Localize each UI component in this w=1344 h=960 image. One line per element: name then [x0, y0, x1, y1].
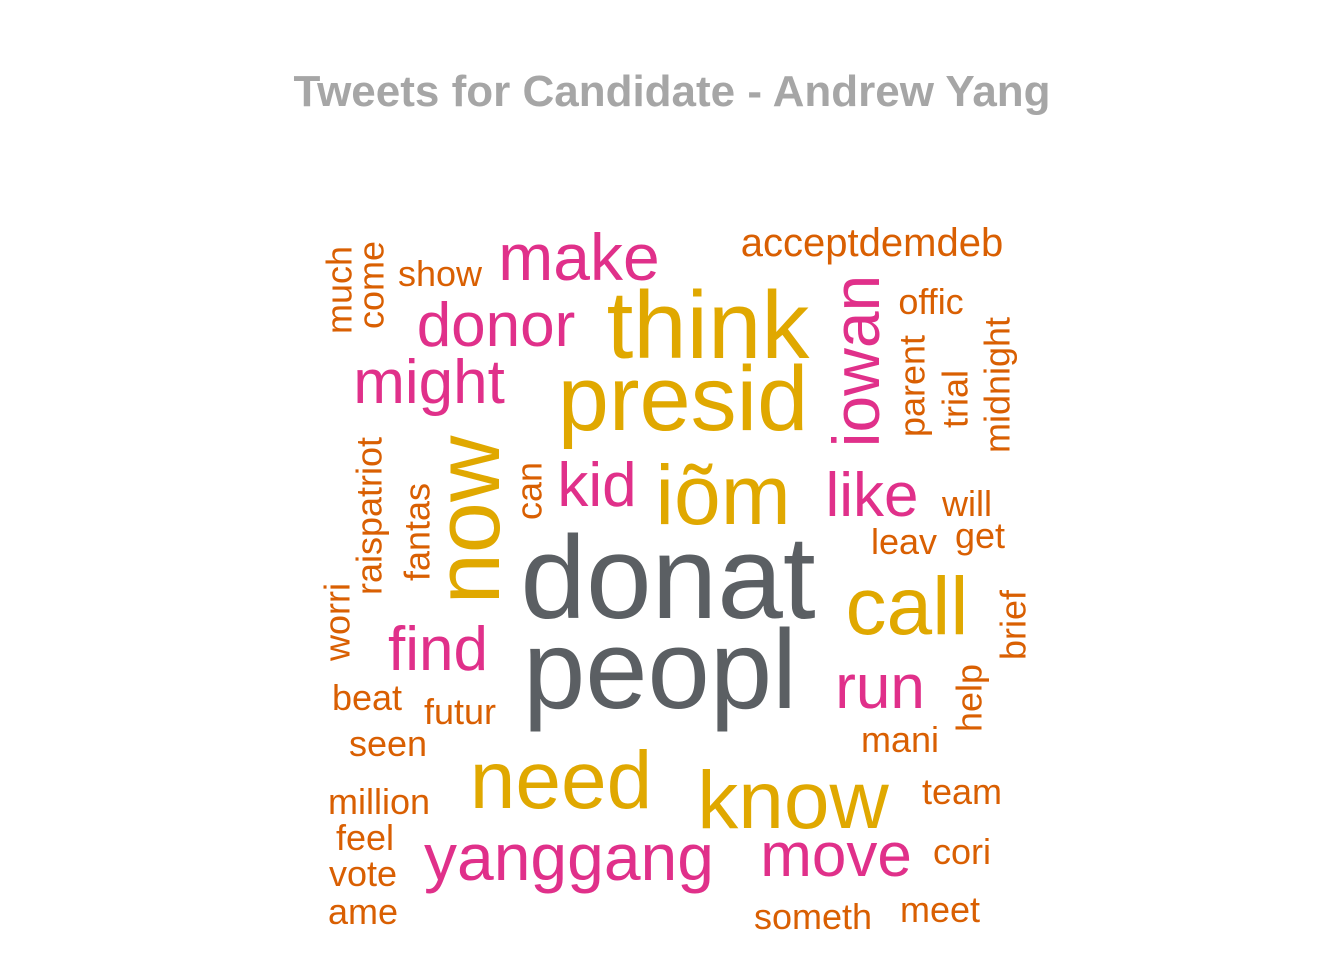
word-46: someth: [754, 896, 872, 937]
word-26: midnight: [977, 317, 1018, 453]
word-2: think: [607, 272, 811, 379]
word-42: feel: [336, 817, 394, 858]
word-14: like: [825, 461, 918, 530]
word-6: call: [845, 561, 968, 652]
word-18: move: [760, 821, 912, 890]
word-23: offic: [898, 281, 963, 322]
word-11: might: [353, 348, 505, 417]
word-12: iowan: [819, 275, 893, 447]
word-31: leav: [871, 521, 937, 562]
word-38: seen: [349, 723, 427, 764]
word-22: come: [351, 241, 392, 329]
word-45: ame: [328, 891, 398, 932]
word-3: presid: [558, 348, 809, 450]
word-43: vote: [329, 853, 397, 894]
word-15: find: [388, 615, 488, 684]
word-1: peopl: [523, 607, 797, 732]
word-30: will: [941, 483, 992, 524]
word-0: donat: [520, 512, 815, 644]
word-8: know: [697, 755, 889, 846]
word-20: show: [398, 253, 483, 294]
word-47: meet: [900, 889, 980, 930]
word-4: now: [417, 435, 519, 604]
word-39: mani: [861, 719, 939, 760]
word-24: parent: [892, 335, 933, 437]
word-16: run: [835, 653, 925, 722]
word-9: make: [498, 220, 659, 294]
word-44: cori: [933, 831, 991, 872]
word-10: donor: [417, 291, 576, 360]
chart-title: Tweets for Candidate - Andrew Yang: [293, 67, 1051, 116]
word-37: help: [949, 664, 990, 732]
word-25: trial: [935, 370, 976, 428]
word-35: beat: [332, 677, 402, 718]
word-40: million: [328, 781, 430, 822]
word-19: acceptdemdeb: [741, 221, 1003, 265]
word-32: get: [955, 515, 1005, 556]
word-13: kid: [557, 451, 636, 520]
word-36: futur: [424, 691, 496, 732]
word-17: yanggang: [424, 820, 714, 894]
word-29: can: [509, 462, 550, 520]
word-34: brief: [993, 589, 1034, 660]
word-28: fantas: [397, 483, 438, 581]
word-5: iõm: [655, 448, 790, 542]
word-33: worri: [317, 583, 358, 662]
word-7: need: [470, 735, 652, 826]
word-21: much: [319, 246, 360, 334]
word-27: raispatriot: [349, 437, 390, 595]
word-41: team: [922, 771, 1002, 812]
